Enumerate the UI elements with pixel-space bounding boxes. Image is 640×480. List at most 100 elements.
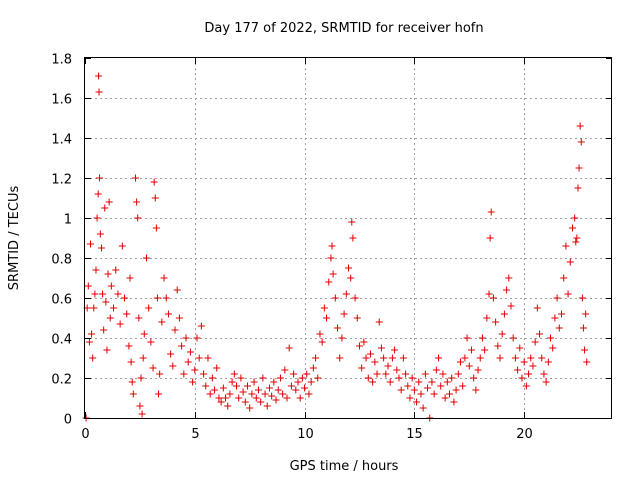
data-point [133, 198, 141, 206]
data-point [252, 394, 260, 402]
data-point [134, 214, 142, 222]
data-point [483, 314, 491, 322]
data-point [235, 394, 243, 402]
data-point [328, 242, 336, 250]
data-point [516, 344, 524, 352]
data-point [549, 344, 557, 352]
data-point [448, 374, 456, 382]
data-point [336, 354, 344, 362]
data-point [360, 338, 368, 346]
data-point [270, 378, 278, 386]
data-point [106, 314, 114, 322]
data-point [175, 314, 183, 322]
data-point [312, 354, 320, 362]
data-point [369, 378, 377, 386]
data-point [576, 122, 584, 130]
data-point [573, 234, 581, 242]
data-point [318, 338, 326, 346]
data-point [525, 370, 533, 378]
data-point [536, 330, 544, 338]
data-point [224, 402, 232, 410]
data-point [452, 386, 460, 394]
data-point [518, 374, 526, 382]
data-point [259, 374, 267, 382]
data-point [95, 72, 103, 80]
data-point [340, 310, 348, 318]
data-point [103, 346, 111, 354]
data-point [355, 342, 363, 350]
data-point [391, 346, 399, 354]
data-point [428, 378, 436, 386]
data-point [439, 370, 447, 378]
data-point [162, 294, 170, 302]
data-point [538, 354, 546, 362]
data-point [487, 208, 495, 216]
y-tick-label: 1.6 [51, 93, 72, 108]
data-point [582, 310, 590, 318]
data-point [509, 334, 517, 342]
data-point [402, 370, 410, 378]
data-point [171, 326, 179, 334]
data-point [84, 282, 92, 290]
data-point [456, 358, 464, 366]
data-point [274, 386, 282, 394]
data-point [511, 354, 519, 362]
data-point [85, 338, 93, 346]
data-point [268, 392, 276, 400]
data-point [397, 386, 405, 394]
data-point [520, 358, 528, 366]
data-point [303, 370, 311, 378]
data-point [568, 224, 576, 232]
data-point [189, 378, 197, 386]
data-point [279, 390, 287, 398]
data-point [309, 364, 317, 372]
data-point [164, 310, 172, 318]
plot-area-frame [84, 57, 612, 419]
data-point [90, 304, 98, 312]
data-point [492, 318, 500, 326]
data-point [107, 282, 115, 290]
data-point [96, 230, 104, 238]
data-point [290, 370, 298, 378]
data-point [432, 366, 440, 374]
data-point [301, 384, 309, 392]
data-point [380, 354, 388, 362]
data-point [211, 386, 219, 394]
data-point [443, 378, 451, 386]
data-point [202, 382, 210, 390]
data-point [204, 354, 212, 362]
data-point [415, 378, 423, 386]
y-tick-label: 1 [64, 213, 72, 228]
data-point [102, 298, 110, 306]
data-point [408, 374, 416, 382]
data-point [125, 342, 133, 350]
data-point [500, 310, 508, 318]
data-point [441, 394, 449, 402]
data-point [138, 410, 146, 418]
data-point [265, 384, 273, 392]
data-point [430, 390, 438, 398]
data-point [287, 382, 295, 390]
data-point [215, 394, 223, 402]
data-point [91, 290, 99, 298]
chart-title: Day 177 of 2022, SRMTID for receiver hof… [204, 21, 483, 36]
data-point [583, 358, 591, 366]
data-point [325, 278, 333, 286]
data-point [228, 378, 236, 386]
data-point [323, 314, 331, 322]
data-point [129, 390, 137, 398]
y-tick-label: 1.4 [51, 133, 72, 148]
x-tick-label: 0 [81, 427, 89, 442]
data-point [222, 394, 230, 402]
data-point [551, 314, 559, 322]
data-point [366, 350, 374, 358]
data-point [230, 370, 238, 378]
data-point [507, 302, 515, 310]
x-axis-label: GPS time / hours [290, 459, 399, 474]
data-point [136, 402, 144, 410]
data-point [342, 290, 350, 298]
data-point [470, 374, 478, 382]
data-point [498, 330, 506, 338]
data-point [413, 398, 421, 406]
data-point [485, 290, 493, 298]
